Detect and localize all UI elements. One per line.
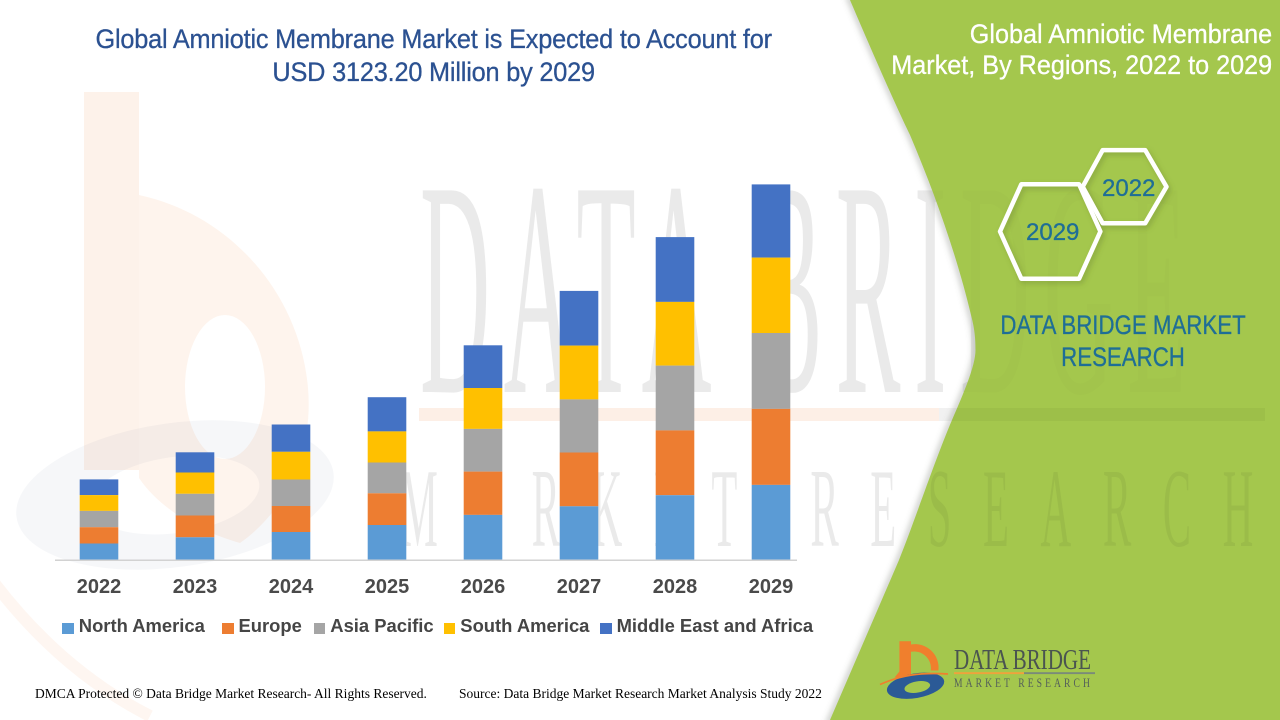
svg-text:DATA BRIDGE: DATA BRIDGE (954, 645, 1091, 676)
svg-text:MARKET RESEARCH: MARKET RESEARCH (954, 676, 1093, 690)
